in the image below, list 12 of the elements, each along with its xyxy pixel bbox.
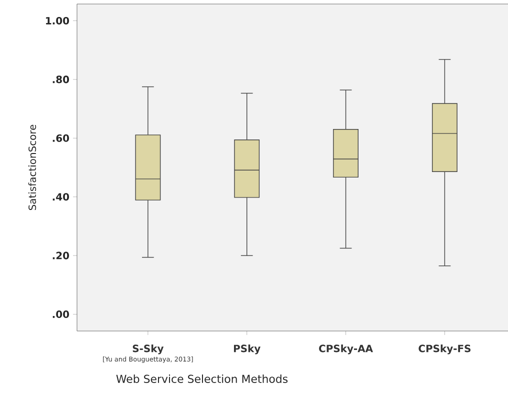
- x-tick-label: CPSky-AA: [319, 344, 373, 354]
- x-tick-label: CPSky-FS: [418, 344, 470, 354]
- y-tick-label: .20: [52, 252, 70, 260]
- y-tick-label: .60: [52, 134, 70, 142]
- y-tick-label: .40: [52, 193, 70, 201]
- y-tick-label: .80: [52, 76, 70, 84]
- y-tick-label: .00: [52, 310, 70, 318]
- y-tick-label: 1.00: [46, 16, 70, 24]
- x-tick-label: S-Sky: [132, 344, 164, 354]
- x-axis-title: Web Service Selection Methods: [116, 374, 288, 384]
- x-tick-label: PSky: [234, 344, 260, 354]
- y-axis-title: SatisfactionScore: [28, 124, 36, 210]
